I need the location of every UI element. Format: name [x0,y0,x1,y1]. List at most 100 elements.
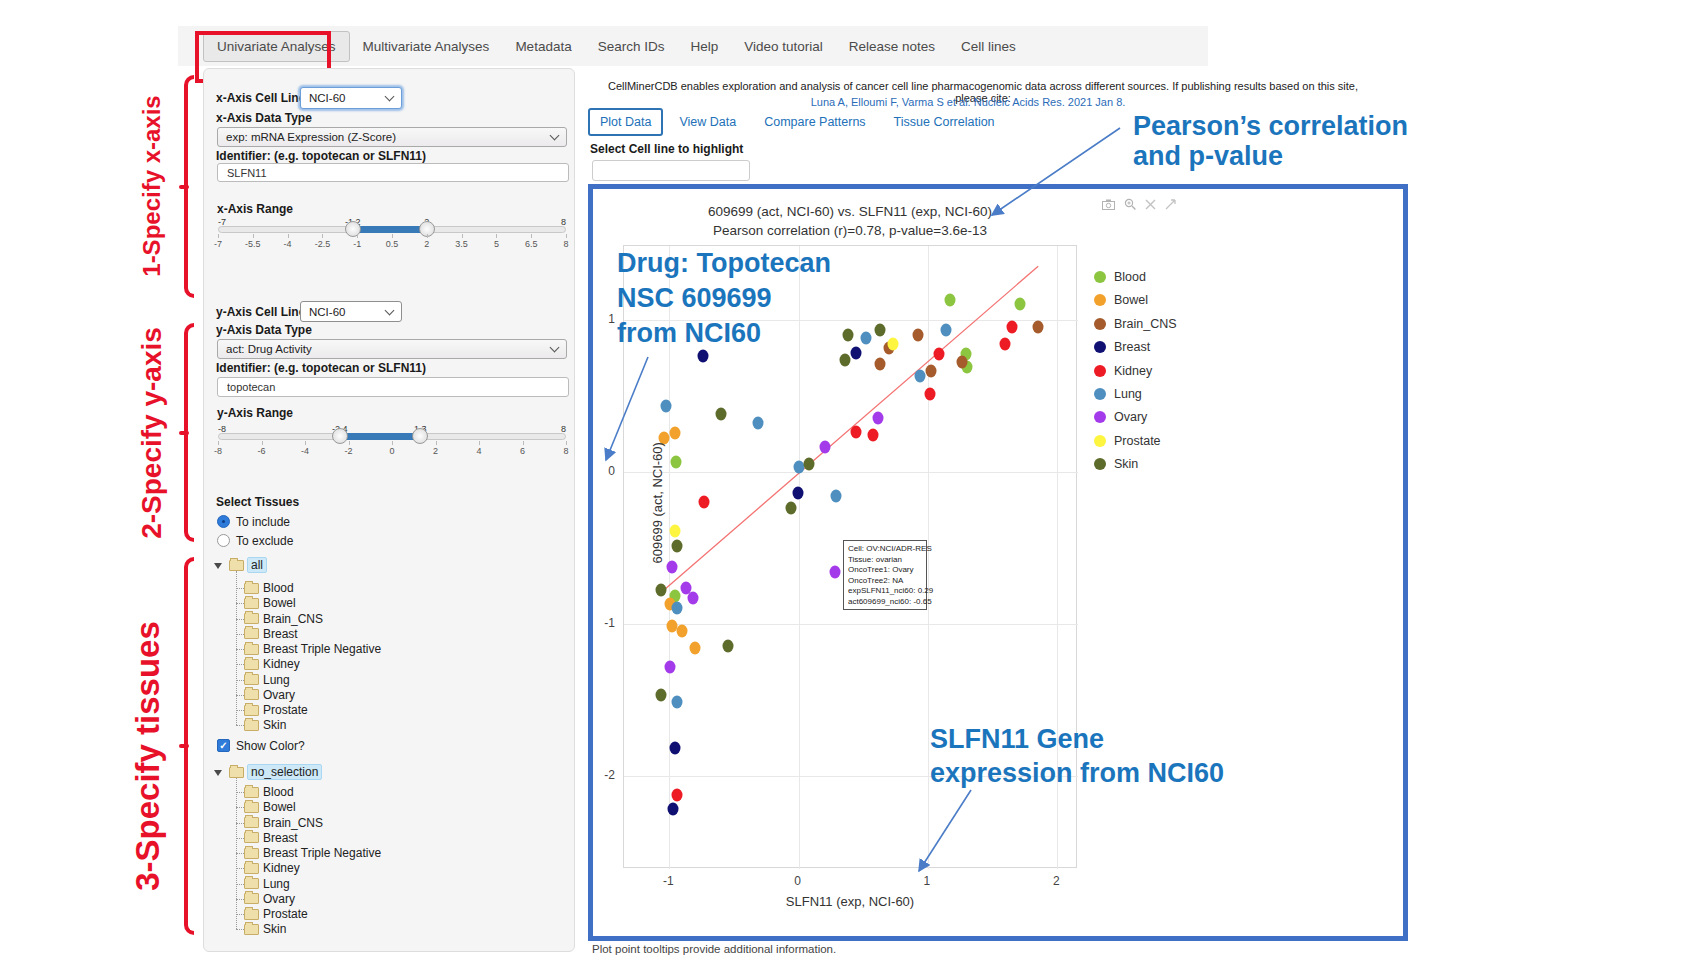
tree-item-lung[interactable]: Lung [244,673,290,687]
data-point-skin[interactable] [840,354,851,367]
tree-item-bowel[interactable]: Bowel [244,596,296,610]
data-point-skin[interactable] [672,539,683,552]
zoom-icon[interactable] [1124,198,1136,210]
data-point-skin[interactable] [655,688,666,701]
data-point-ovary[interactable] [664,661,675,674]
tab-metadata[interactable]: Metadata [502,39,584,54]
data-point-kidney[interactable] [867,428,878,441]
legend-item-bowel[interactable]: Bowel [1094,293,1148,307]
data-point-ovary[interactable] [687,591,698,604]
data-point-kidney[interactable] [850,425,861,438]
data-point-ovary[interactable] [872,412,883,425]
legend-item-kidney[interactable]: Kidney [1094,364,1152,378]
tree-item-blood[interactable]: Blood [244,581,294,595]
tab-search-ids[interactable]: Search IDs [585,39,678,54]
data-point-lung[interactable] [672,696,683,709]
data-point-kidney[interactable] [924,387,935,400]
tree-item-skin[interactable]: Skin [244,922,286,936]
tab-video-tutorial[interactable]: Video tutorial [731,39,836,54]
data-point-prostate[interactable] [888,337,899,350]
data-point-skin[interactable] [804,457,815,470]
tab-help[interactable]: Help [677,39,731,54]
y-range-slider-handle-high[interactable] [412,428,428,444]
tree-item-prostate[interactable]: Prostate [244,907,308,921]
tree-item-brain-cns[interactable]: Brain_CNS [244,612,323,626]
data-point-bowel[interactable] [677,624,688,637]
legend-item-brain-cns[interactable]: Brain_CNS [1094,317,1177,331]
tab-cell-lines[interactable]: Cell lines [948,39,1029,54]
data-point-ovary[interactable] [819,441,830,454]
close-icon[interactable] [1145,199,1156,210]
tissue-tree-include-root[interactable]: all [229,557,267,573]
data-point-bowel[interactable] [667,620,678,633]
data-point-brain-cns[interactable] [1033,321,1044,334]
show-color-checkbox[interactable]: ✓ [217,739,230,752]
tree-item-kidney[interactable]: Kidney [244,861,300,875]
legend-item-ovary[interactable]: Ovary [1094,410,1147,424]
data-point-lung[interactable] [861,331,872,344]
tree-item-blood[interactable]: Blood [244,785,294,799]
camera-icon[interactable] [1102,199,1115,210]
x-cell-line-set-select[interactable]: NCI-60 [300,87,402,109]
data-point-lung[interactable] [941,324,952,337]
radio-to-include[interactable] [217,515,230,528]
data-point-bowel[interactable] [669,427,680,440]
y-data-type-select[interactable]: act: Drug Activity [217,339,567,359]
data-point-kidney[interactable] [1007,321,1018,334]
y-cell-line-set-select[interactable]: NCI-60 [300,301,402,322]
data-point-blood[interactable] [945,293,956,306]
data-point-skin[interactable] [722,640,733,653]
data-point-brain-cns[interactable] [912,328,923,341]
data-point-lung[interactable] [752,416,763,429]
legend-item-prostate[interactable]: Prostate [1094,434,1161,448]
subtab-compare-patterns[interactable]: Compare Patterns [764,115,865,129]
data-point-lung[interactable] [831,489,842,502]
legend-item-blood[interactable]: Blood [1094,270,1146,284]
data-point-breast[interactable] [698,349,709,362]
tree-item-bowel[interactable]: Bowel [244,800,296,814]
data-point-brain-cns[interactable] [925,365,936,378]
subtab-plot-data[interactable]: Plot Data [588,108,663,136]
tree-item-lung[interactable]: Lung [244,877,290,891]
tree-item-breast-triple-negative[interactable]: Breast Triple Negative [244,846,381,860]
data-point-kidney[interactable] [933,348,944,361]
tissue-tree-color-root[interactable]: no_selection [229,764,322,780]
data-point-blood[interactable] [1015,298,1026,311]
radio-to-exclude[interactable] [217,534,230,547]
tree-item-breast-triple-negative[interactable]: Breast Triple Negative [244,642,381,656]
tissue-tree-include-expander[interactable] [214,563,222,569]
data-point-blood[interactable] [671,456,682,469]
data-point-lung[interactable] [793,460,804,473]
data-point-breast[interactable] [668,802,679,815]
legend-item-skin[interactable]: Skin [1094,457,1138,471]
data-point-skin[interactable] [716,407,727,420]
data-point-kidney[interactable] [672,789,683,802]
data-point-brain-cns[interactable] [875,357,886,370]
data-point-kidney[interactable] [999,337,1010,350]
tree-item-kidney[interactable]: Kidney [244,657,300,671]
tab-multivariate-analyses[interactable]: Multivariate Analyses [350,39,503,54]
data-point-lung[interactable] [660,400,671,413]
data-point-breast[interactable] [792,486,803,499]
y-identifier-input[interactable] [217,377,569,397]
tree-item-ovary[interactable]: Ovary [244,892,295,906]
x-data-type-select[interactable]: exp: mRNA Expression (Z-Score) [217,127,567,147]
tree-item-breast[interactable]: Breast [244,831,298,845]
data-point-ovary[interactable] [667,561,678,574]
data-point-prostate[interactable] [669,524,680,537]
data-point-lung[interactable] [672,602,683,615]
data-point-brain-cns[interactable] [956,356,967,369]
tree-item-skin[interactable]: Skin [244,718,286,732]
x-identifier-input[interactable] [217,163,569,182]
highlight-cell-line-input[interactable] [592,160,750,181]
data-point-kidney[interactable] [699,495,710,508]
tissue-tree-color-expander[interactable] [214,770,222,776]
tree-item-prostate[interactable]: Prostate [244,703,308,717]
subtab-tissue-correlation[interactable]: Tissue Correlation [894,115,995,129]
subtab-view-data[interactable]: View Data [679,115,736,129]
tab-release-notes[interactable]: Release notes [836,39,948,54]
data-point-skin[interactable] [786,501,797,514]
data-point-bowel[interactable] [690,641,701,654]
data-point-skin[interactable] [655,583,666,596]
tree-item-breast[interactable]: Breast [244,627,298,641]
